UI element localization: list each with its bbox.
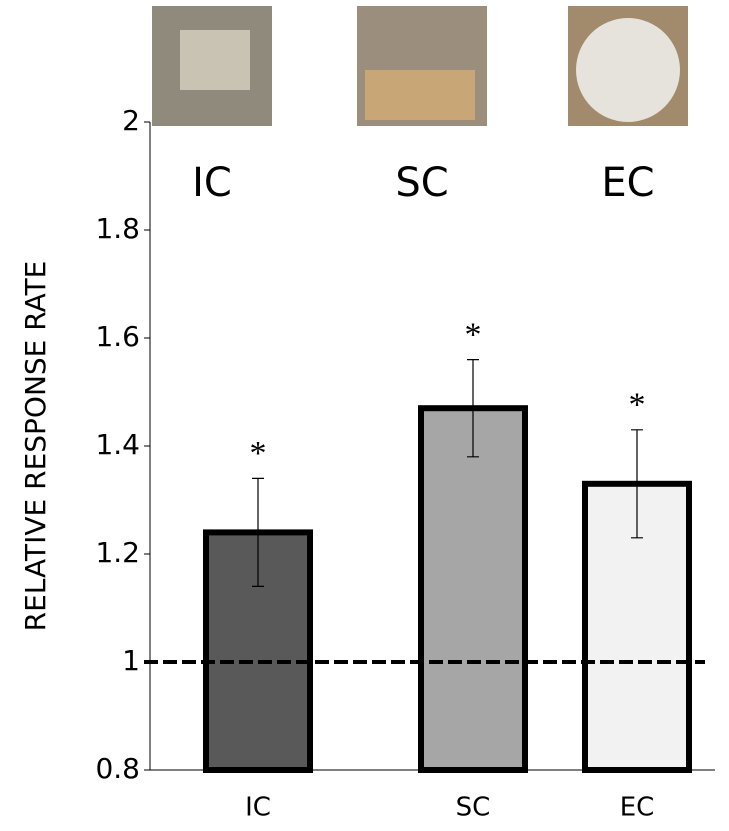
y-tick-label: 1.8	[95, 212, 140, 245]
image-label: EC	[601, 160, 654, 206]
x-tick-label: IC	[245, 793, 271, 823]
y-tick-label: 2	[122, 104, 140, 137]
y-tick-label: 1.2	[95, 536, 140, 569]
y-tick-label: 1.6	[95, 320, 140, 353]
significance-mark: *	[250, 435, 267, 472]
image-label: IC	[192, 160, 232, 206]
x-tick-label: EC	[620, 793, 655, 823]
chart: RELATIVE RESPONSE RATE 0.8 1 1.2 1.4 1.6 1.8 2…	[0, 0, 729, 831]
photo-detail	[365, 70, 475, 120]
significance-mark: *	[629, 387, 646, 424]
bar	[421, 408, 525, 770]
x-tick-label: SC	[456, 793, 491, 823]
image-label: SC	[395, 160, 448, 206]
y-tick-label: 1	[122, 644, 140, 677]
photos	[152, 6, 688, 126]
y-tick-label: 0.8	[95, 752, 140, 785]
y-axis-label: RELATIVE RESPONSE RATE	[19, 261, 52, 632]
y-tick-label: 1.4	[95, 428, 140, 461]
photo-detail	[180, 30, 250, 90]
page: RELATIVE RESPONSE RATE 0.8 1 1.2 1.4 1.6 1.8 2…	[0, 0, 729, 831]
photo-detail	[576, 18, 680, 122]
significance-mark: *	[465, 316, 482, 353]
